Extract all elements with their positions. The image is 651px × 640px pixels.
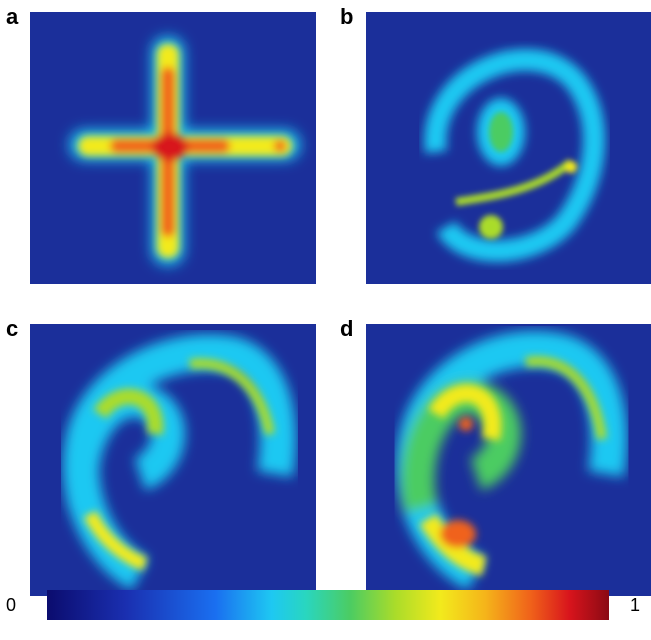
panel-c-image (30, 324, 316, 596)
cross-intensity-map (30, 12, 316, 284)
double-spiral-intensity-map (30, 324, 316, 596)
panel-b-image (366, 12, 651, 284)
colorbar-min-label: 0 (6, 595, 17, 615)
panel-d-image (366, 324, 651, 596)
colorbar-max-label: 1 (630, 595, 641, 615)
panel-d-label: d (340, 316, 354, 341)
panel-b-label: b (340, 4, 354, 29)
panel-c-label: c (6, 316, 19, 341)
colorbar (47, 590, 609, 620)
ring-and-spiral-intensity-map (366, 12, 651, 284)
bright-double-spiral-intensity-map (366, 324, 651, 596)
panel-a-image (30, 12, 316, 284)
panel-a-label: a (6, 4, 19, 29)
